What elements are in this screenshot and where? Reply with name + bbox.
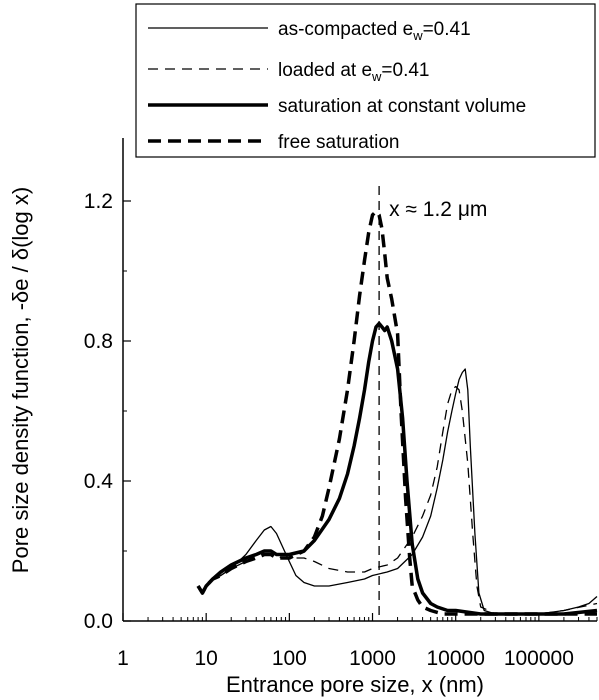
axes: 1 10 100 1000 10000 100000 0.0 0.4 0.8 1.2 xyxy=(84,138,598,670)
legend-label-2: loaded at ew=0.41 xyxy=(278,60,430,84)
legend-label-4: free saturation xyxy=(278,132,399,153)
legend-label-3: saturation at constant volume xyxy=(278,96,526,117)
x-tick-label: 1 xyxy=(117,647,129,670)
y-tick-label: 0.0 xyxy=(84,610,113,633)
x-tick-label: 100000 xyxy=(504,647,574,670)
series-line-1 xyxy=(197,368,598,615)
x-tick-label: 10 xyxy=(194,647,217,670)
legend-label-1: as-compacted ew=0.41 xyxy=(278,19,471,43)
y-tick-label: 0.8 xyxy=(84,330,113,353)
legend-box xyxy=(135,3,596,158)
annotation: x ≈ 1.2 μm xyxy=(378,186,487,621)
y-tick-label: 1.2 xyxy=(84,190,113,213)
annotation-label: x ≈ 1.2 μm xyxy=(389,198,487,221)
series-line-3 xyxy=(196,321,598,616)
x-tick-label: 1000 xyxy=(349,647,396,670)
series-line-4 xyxy=(196,209,597,616)
y-axis-label: Pore size density function, -δe / δ(log … xyxy=(8,187,33,573)
legend: as-compacted ew=0.41 loaded at ew=0.41 sat… xyxy=(135,3,596,158)
x-tick-label: 10000 xyxy=(426,647,484,670)
series-layer xyxy=(196,209,598,616)
x-tick-label: 100 xyxy=(272,647,307,670)
y-tick-label: 0.4 xyxy=(84,470,114,493)
series-line-2 xyxy=(197,385,598,615)
x-axis-label: Entrance pore size, x (nm) xyxy=(226,672,484,697)
